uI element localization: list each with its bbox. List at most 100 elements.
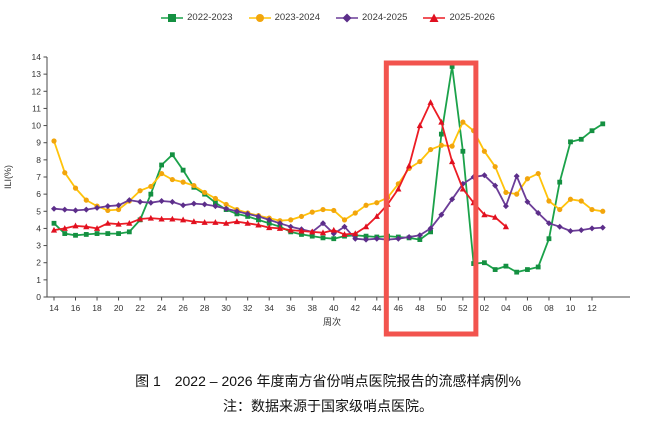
- series-2022-2023-marker: [578, 136, 584, 142]
- series-2024-2025-marker: [406, 234, 413, 240]
- series-2024-2025-marker: [481, 172, 488, 179]
- series-2025-2026-marker: [492, 213, 499, 220]
- series-2025-2026-marker: [50, 226, 58, 233]
- series-2024-2025-marker: [502, 203, 509, 210]
- series-2024-2025-marker: [373, 235, 380, 242]
- series-2025-2026-marker: [72, 222, 79, 229]
- series-2022-2023-marker: [568, 139, 573, 145]
- series-2023-2024-marker: [503, 189, 509, 196]
- x-tick-label: 20: [114, 303, 124, 313]
- series-2023-2024-marker: [589, 206, 595, 213]
- series-2022-2023-marker: [148, 191, 154, 197]
- series-2022-2023-marker: [503, 263, 509, 269]
- y-tick-label: 0: [36, 292, 41, 302]
- x-tick-label: 28: [200, 303, 210, 313]
- series-2023-2024-marker: [83, 197, 89, 203]
- series-2024-2025-marker: [212, 203, 219, 210]
- series-2024-2025-marker: [115, 202, 122, 209]
- series-2025-2026-marker: [61, 225, 68, 231]
- legend-label: 2023-2024: [274, 12, 320, 23]
- series-2023-2024-marker: [169, 176, 175, 183]
- series-2025-2026-marker: [169, 215, 176, 222]
- figure-caption-note: 注：数据来源于国家级哨点医院。: [223, 398, 433, 414]
- x-tick-label: 38: [308, 303, 318, 313]
- x-tick-label: 32: [243, 303, 253, 313]
- series-2025-2026-marker: [276, 225, 284, 231]
- x-tick-label: 24: [157, 303, 167, 313]
- series-2023-2024-marker: [417, 158, 423, 165]
- series-2024-2025-marker: [513, 173, 520, 180]
- series-2025-2026-marker: [126, 219, 133, 226]
- series-2023-2024-marker: [557, 206, 563, 213]
- series-2025-2026-marker: [158, 215, 165, 222]
- series-2024-2025-marker: [535, 210, 542, 216]
- series-line-2023-2024: [53, 121, 604, 222]
- series-2023-2024-marker: [460, 119, 466, 125]
- series-2023-2024-marker: [567, 196, 574, 202]
- legend-item-2022-2023: 2022-2023: [161, 12, 233, 23]
- series-2024-2025-marker: [578, 227, 585, 234]
- x-tick-label: 50: [437, 303, 447, 313]
- x-tick-label: 36: [286, 303, 296, 313]
- series-2025-2026-marker: [180, 216, 187, 223]
- series-2022-2023-marker: [546, 236, 552, 242]
- series-2025-2026-marker: [373, 213, 380, 219]
- legend-item-2023-2024: 2023-2024: [248, 12, 320, 23]
- y-tick-label: 12: [32, 86, 42, 96]
- legend-triangle-icon: [423, 13, 446, 22]
- series-2023-2024-marker: [578, 198, 584, 204]
- legend-label: 2025-2026: [449, 12, 495, 23]
- series-2024-2025-marker: [201, 201, 208, 208]
- series-2024-2025-marker: [137, 198, 144, 205]
- series-2023-2024-marker: [223, 201, 229, 208]
- x-tick-label: 34: [264, 303, 274, 313]
- x-tick-label: 26: [178, 303, 188, 313]
- series-2024-2025-marker: [180, 202, 187, 209]
- series-2025-2026-marker: [341, 231, 348, 237]
- x-tick-label: 02: [480, 303, 490, 313]
- series-2023-2024-marker: [288, 217, 294, 223]
- series-2023-2024-marker: [62, 170, 68, 176]
- y-axis-title: ILI(%): [3, 165, 13, 189]
- series-2024-2025-marker: [556, 223, 563, 230]
- x-tick-label: 10: [566, 303, 576, 313]
- series-2022-2023-marker: [363, 233, 369, 239]
- series-2024-2025-marker: [287, 223, 294, 230]
- series-2022-2023-marker: [535, 264, 541, 270]
- series-2023-2024-marker: [449, 143, 455, 149]
- series-2023-2024-marker: [438, 142, 444, 148]
- series-2022-2023-marker: [449, 64, 455, 69]
- x-tick-label: 14: [49, 303, 59, 313]
- x-tick-label: 16: [71, 303, 81, 313]
- series-2023-2024-marker: [309, 209, 315, 215]
- series-2025-2026-marker: [104, 219, 111, 226]
- series-2023-2024-marker: [51, 138, 57, 144]
- series-line-2024-2025: [53, 174, 604, 241]
- series-2022-2023-marker: [73, 232, 78, 238]
- x-tick-label: 42: [351, 303, 361, 313]
- series-2022-2023-marker: [589, 128, 595, 134]
- series-2024-2025-marker: [363, 236, 370, 243]
- series-2025-2026-marker: [330, 226, 337, 233]
- series-2022-2023-marker: [309, 233, 315, 239]
- y-tick-label: 5: [36, 206, 41, 216]
- series-2025-2026-marker: [233, 218, 241, 225]
- series-2023-2024-marker: [212, 195, 218, 202]
- legend-square-icon: [161, 13, 184, 22]
- series-2024-2025-marker: [233, 208, 240, 215]
- y-tick-label: 14: [32, 52, 42, 62]
- x-tick-label: 04: [501, 303, 511, 313]
- y-tick-label: 4: [36, 223, 41, 233]
- series-2022-2023-marker: [266, 220, 272, 226]
- legend-item-2024-2025: 2024-2025: [336, 12, 407, 23]
- series-2023-2024-marker: [428, 146, 434, 153]
- series-2024-2025-marker: [320, 220, 326, 227]
- series-2025-2026-marker: [416, 122, 423, 129]
- series-2025-2026-marker: [459, 185, 466, 192]
- x-tick-label: 08: [544, 303, 554, 313]
- series-2023-2024-marker: [600, 208, 606, 214]
- series-2024-2025-marker: [255, 213, 262, 220]
- series-2022-2023-marker: [256, 217, 261, 223]
- series-2023-2024-marker: [202, 189, 208, 196]
